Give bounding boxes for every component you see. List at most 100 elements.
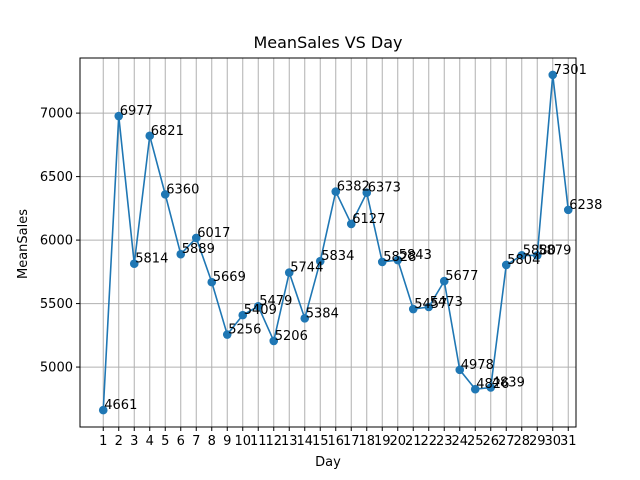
y-tick-label: 7000 — [40, 107, 73, 122]
data-label: 5479 — [259, 294, 292, 309]
x-tick-label: 17 — [343, 434, 360, 449]
x-tick-label: 13 — [281, 434, 298, 449]
data-point — [145, 131, 155, 141]
data-point — [269, 336, 279, 346]
y-axis-label: MeanSales — [16, 209, 31, 279]
x-tick-label: 23 — [436, 434, 453, 449]
data-point — [362, 188, 372, 198]
x-tick-label: 10 — [234, 434, 251, 449]
x-tick-label: 30 — [544, 434, 561, 449]
x-tick-label: 5 — [161, 434, 169, 449]
data-point — [284, 268, 294, 277]
x-tick-label: 27 — [498, 434, 515, 449]
data-point — [191, 233, 201, 243]
data-point — [346, 219, 356, 229]
x-tick-label: 2 — [115, 434, 123, 449]
grid — [80, 58, 576, 427]
x-tick-label: 20 — [389, 434, 406, 449]
x-tick-label: 12 — [265, 434, 282, 449]
x-tick-label: 21 — [405, 434, 422, 449]
chart-title: MeanSales VS Day — [253, 33, 402, 52]
data-label: 5828 — [383, 250, 416, 265]
x-tick-label: 4 — [146, 434, 154, 449]
data-label: 5384 — [306, 306, 339, 321]
data-label: 5814 — [135, 252, 168, 267]
data-label: 5669 — [213, 270, 246, 285]
data-point — [408, 304, 418, 314]
data-point — [331, 187, 341, 196]
data-point — [238, 310, 248, 320]
data-label: 5879 — [538, 243, 571, 258]
data-label: 6382 — [337, 180, 370, 195]
data-point — [548, 70, 558, 80]
data-label: 5744 — [290, 261, 323, 276]
data-point — [439, 276, 449, 286]
x-tick-label: 6 — [177, 434, 185, 449]
data-point — [377, 257, 387, 267]
x-tick-label: 18 — [358, 434, 375, 449]
data-label: 5804 — [507, 253, 540, 268]
data-label: 5843 — [399, 248, 432, 263]
x-tick-label: 19 — [374, 434, 391, 449]
data-label: 6373 — [368, 181, 401, 196]
data-point — [207, 277, 217, 287]
data-point — [517, 251, 527, 260]
y-tick-label: 6500 — [40, 170, 73, 185]
data-point — [470, 384, 480, 394]
x-axis-label: Day — [315, 455, 341, 470]
x-tick-label: 8 — [208, 434, 216, 449]
x-tick-label: 15 — [312, 434, 329, 449]
y-tick-label: 6000 — [40, 234, 73, 249]
data-label: 4839 — [492, 376, 525, 391]
data-point — [129, 259, 139, 269]
x-tick-label: 24 — [451, 434, 468, 449]
x-tick-label: 22 — [420, 434, 437, 449]
data-point — [222, 330, 232, 339]
x-tick-label: 3 — [130, 434, 138, 449]
data-label: 4978 — [461, 358, 494, 373]
data-point — [393, 255, 403, 265]
data-label: 4826 — [476, 377, 509, 392]
data-point — [315, 256, 325, 266]
data-label: 6821 — [151, 124, 184, 139]
data-label: 6127 — [352, 212, 385, 227]
data-label: 6360 — [166, 182, 199, 197]
data-point — [98, 405, 108, 415]
data-label: 5677 — [445, 269, 478, 284]
x-tick-label: 11 — [250, 434, 267, 449]
data-point — [532, 251, 542, 260]
x-tick-label: 16 — [327, 434, 344, 449]
data-label: 5889 — [182, 242, 215, 257]
x-tick-label: 25 — [467, 434, 484, 449]
data-label: 4661 — [104, 398, 137, 413]
data-point — [424, 302, 434, 312]
data-label: 5256 — [228, 323, 261, 338]
x-tick-label: 28 — [513, 434, 530, 449]
data-label: 5834 — [321, 249, 354, 264]
x-tick-label: 7 — [192, 434, 200, 449]
data-label: 5409 — [244, 303, 277, 318]
data-point — [253, 301, 263, 311]
data-point — [160, 190, 170, 199]
data-label: 5206 — [275, 329, 308, 344]
data-label: 5880 — [523, 243, 556, 258]
data-point — [176, 249, 186, 259]
data-label: 7301 — [554, 63, 587, 78]
data-point — [486, 383, 496, 392]
x-tick-label: 9 — [223, 434, 231, 449]
data-label: 5473 — [430, 295, 463, 310]
data-label: 5457 — [414, 297, 447, 312]
x-tick-label: 31 — [560, 434, 577, 449]
data-point — [501, 260, 511, 270]
series-meansales — [98, 70, 573, 415]
data-label: 6017 — [197, 226, 230, 241]
plot-frame — [79, 57, 577, 428]
x-tick-label: 26 — [482, 434, 499, 449]
data-label: 6977 — [120, 104, 153, 119]
x-tick-label: 29 — [529, 434, 546, 449]
data-point — [300, 314, 310, 323]
y-tick-label: 5500 — [40, 297, 73, 312]
